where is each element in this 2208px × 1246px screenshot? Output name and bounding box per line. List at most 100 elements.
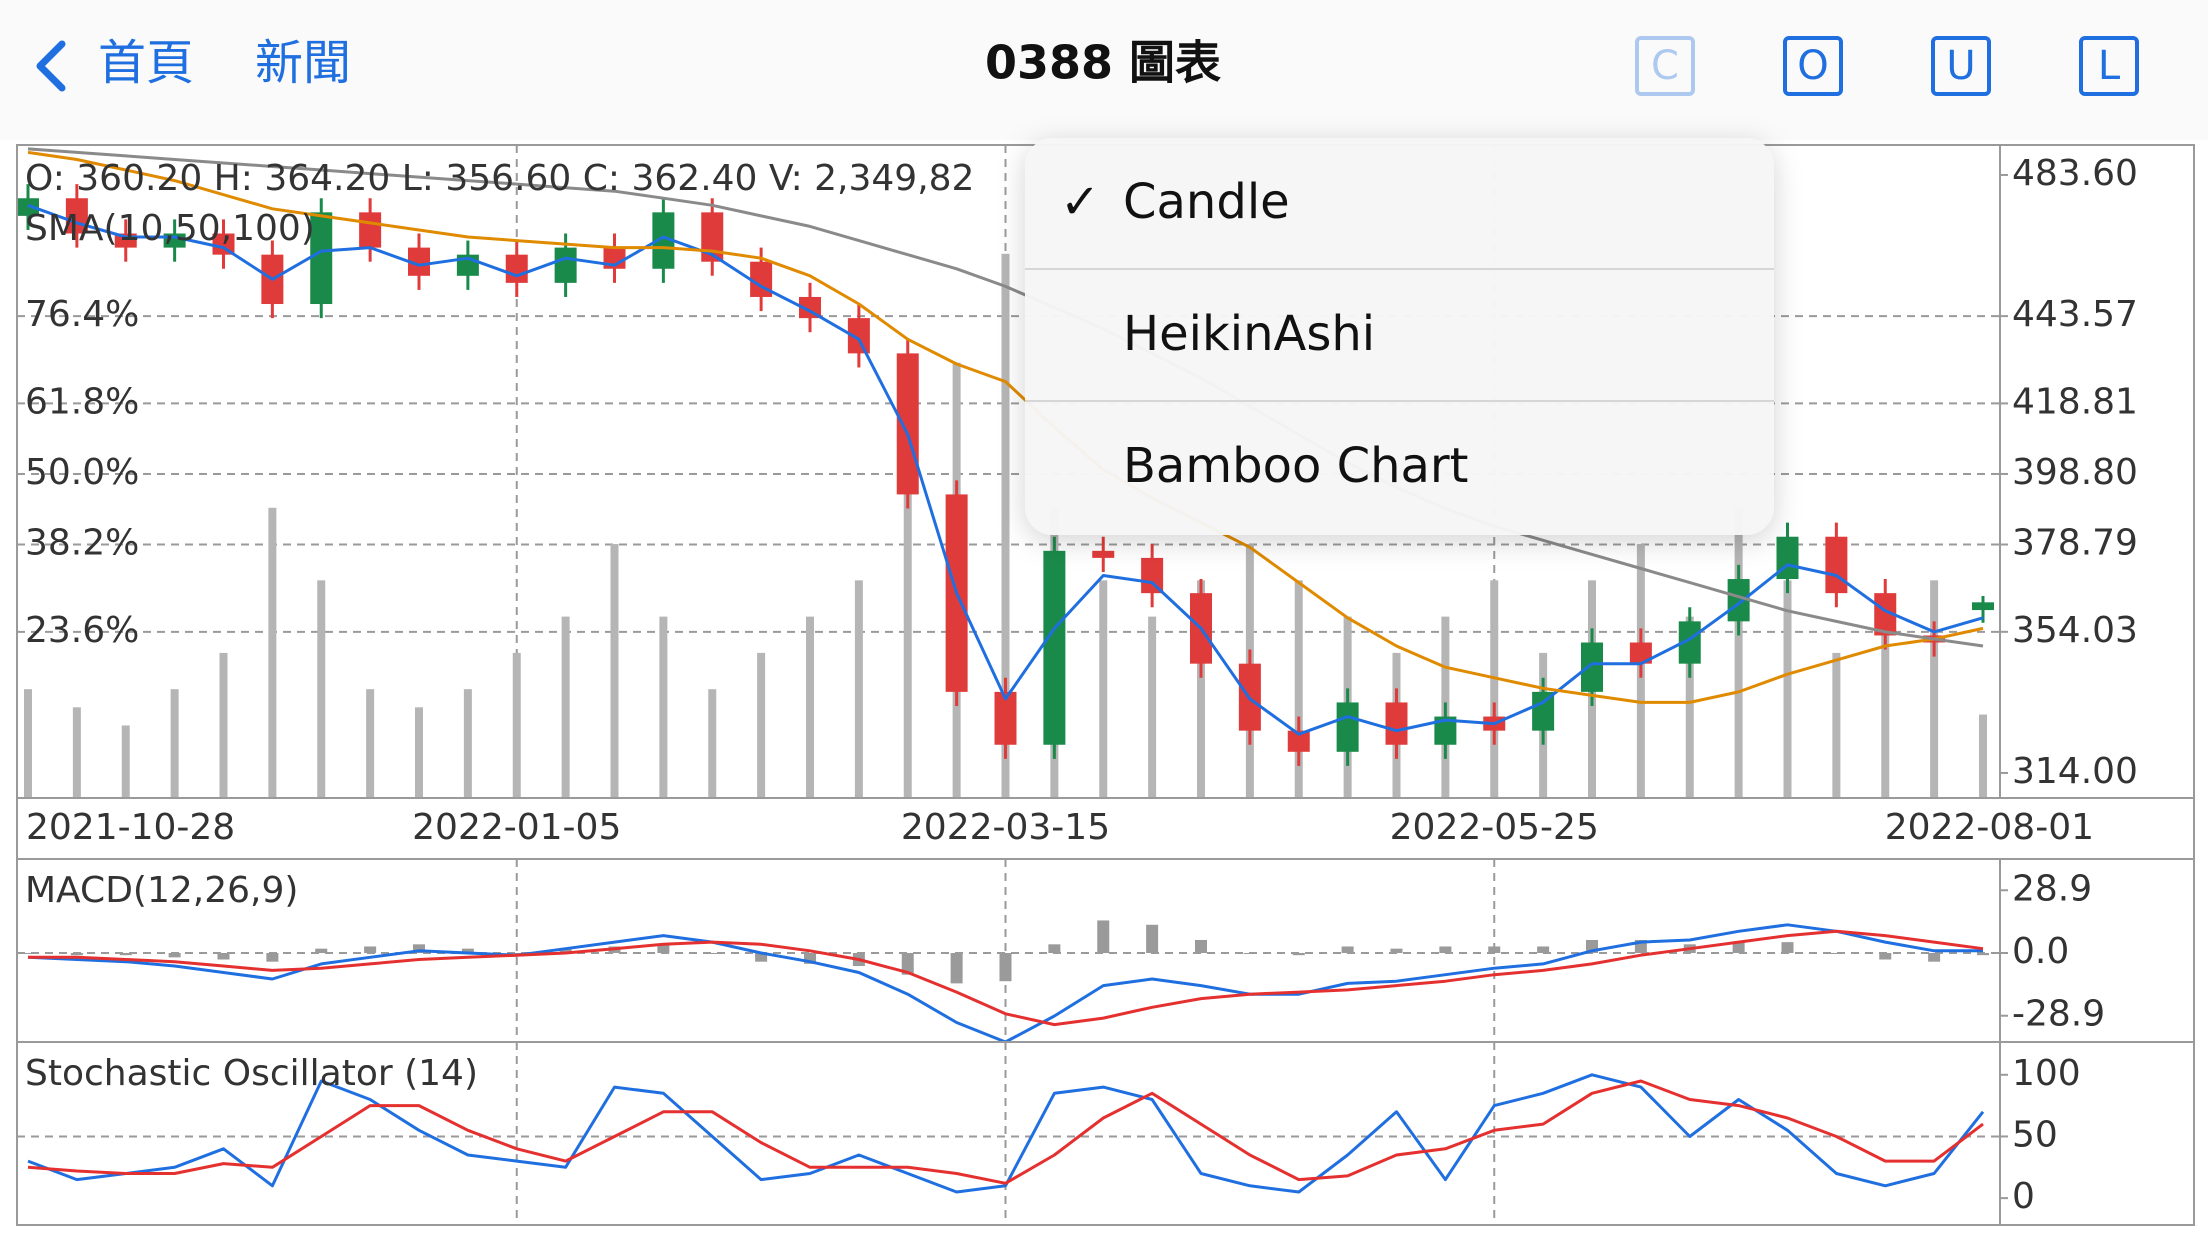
toolbar-button[interactable]: C [1635,36,1695,96]
volume-bar [170,689,179,798]
candle-body [408,247,430,276]
back-button[interactable]: 首頁 [98,35,194,91]
button-label[interactable]: U [1946,43,1975,89]
axis: 28.9 0.0 -28.9 [2000,868,2105,1035]
chart-panel [17,1042,2000,1225]
histogram-bar [1732,942,1745,953]
volume-bar [610,544,619,798]
candle-body [359,212,382,248]
histogram-bar [559,948,572,953]
x-tick-label: 2022-05-25 [1390,807,1599,848]
histogram-bar [1928,952,1941,962]
candle-body [1629,642,1652,664]
toolbar-button[interactable]: O [1783,36,1843,96]
menu-item[interactable]: Candle [1123,174,1290,230]
volume-bar [512,652,521,798]
series-line [27,1073,1985,1194]
histogram-bar [266,952,279,962]
volume-bar [415,707,423,798]
volume-bar [1490,580,1499,798]
histogram-bar [22,952,34,954]
volume-bar [1294,580,1303,798]
volume-bar [72,707,81,798]
histogram-bar [1781,942,1794,953]
volume-bar [854,580,863,798]
fib-label: 76.4% [25,294,139,335]
button-frame[interactable] [1783,36,1843,96]
volume-bar [806,616,814,798]
candle-body [1092,550,1115,558]
page-title: 0388 圖表 [985,36,1221,90]
histogram-bar [315,948,328,953]
histogram-bar [1977,952,1989,956]
candle-body [1972,602,1994,611]
volume-bar [1734,507,1743,798]
y-tick-label: 0.0 [2012,931,2069,972]
toolbar-button[interactable]: U [1931,36,1991,96]
histogram-bar [364,946,377,953]
candle-body [1336,702,1359,752]
histogram-bar [1488,946,1501,953]
histogram-bar [1243,952,1256,954]
volume-bar [121,725,130,798]
histogram-bar [1439,946,1452,953]
series-line [27,150,1984,704]
histogram-bar [70,952,83,956]
histogram-bar [1879,952,1892,960]
button-frame[interactable] [1931,36,1991,96]
series-line [27,147,1984,648]
histogram-bar [901,952,914,975]
news-button[interactable]: 新聞 [255,35,351,91]
volume-bar [757,652,766,798]
candle-body [17,198,39,216]
chart-type-menu: Candle ✓ HeikinAshi Bamboo Chart [1025,138,1774,535]
volume-bar [1148,616,1157,798]
candle-body [505,254,528,283]
y-tick-label: 483.60 [2012,153,2138,194]
candle-body [1581,642,1603,692]
volume-bar [1783,580,1792,798]
volume-bar [1001,253,1010,798]
back-chevron[interactable] [36,40,66,92]
y-tick-label: 0 [2012,1176,2035,1217]
candle-body [1434,716,1457,745]
histogram-bar [706,952,719,954]
y-tick-label: 314.00 [2012,751,2138,792]
series-line [27,203,1984,736]
series-line [28,929,1984,1027]
button-label[interactable]: L [2098,43,2121,89]
button-label[interactable]: O [1797,43,1828,89]
x-tick-label: 2022-08-01 [1885,807,2094,848]
y-tick-label: 398.80 [2012,452,2138,493]
button-label[interactable]: C [1651,43,1679,89]
axis: 100 50 0 [2000,1053,2081,1217]
x-tick-label: 2022-03-15 [901,807,1110,848]
histogram-bar [1292,952,1305,956]
x-tick-label: 2021-10-28 [26,807,235,848]
histogram-bar [510,952,523,954]
volume-bar [903,471,912,798]
button-frame[interactable] [2079,36,2139,96]
ohlc-info: O: 360.20 H: 364.20 L: 356.60 C: 362.40 … [25,158,974,199]
histogram-bar [1195,939,1207,953]
menu-item[interactable]: HeikinAshi [1123,306,1375,362]
candle-body [1385,702,1408,745]
candle-body [896,353,919,495]
y-tick-label: 100 [2012,1053,2081,1094]
button-frame[interactable] [1635,36,1695,96]
volume-bar [561,616,570,798]
candle-body [1825,536,1848,594]
menu-item[interactable]: Bamboo Chart [1123,438,1468,494]
fib-label: 61.8% [25,381,139,422]
histogram-bar [804,952,816,964]
x-tick-label: 2022-01-05 [412,807,621,848]
toolbar-button[interactable]: L [2079,36,2139,96]
candle-body [554,247,577,283]
candle-body [994,691,1017,745]
histogram-bar [168,952,181,958]
series-line [27,923,1983,1042]
histogram-bar [1537,946,1550,953]
volume-bar [463,689,472,798]
